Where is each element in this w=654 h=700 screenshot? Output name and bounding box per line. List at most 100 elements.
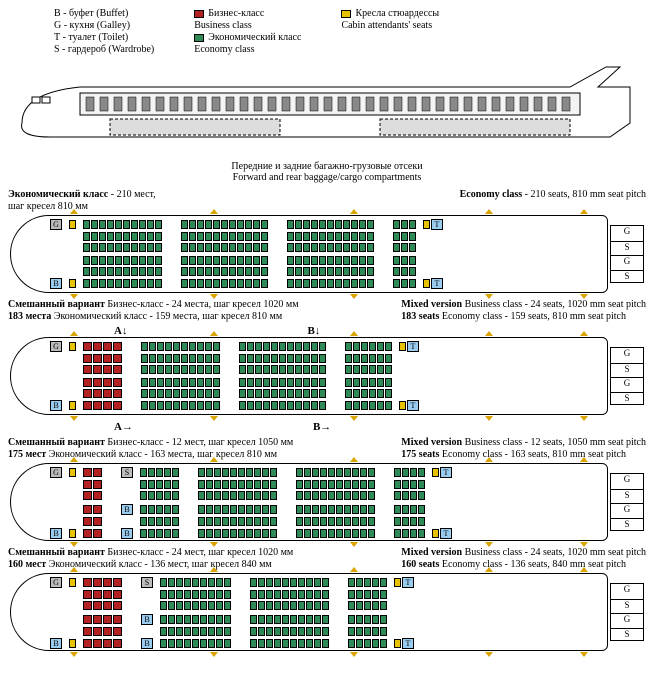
tail-galley2: G xyxy=(611,255,643,267)
seat-sg xyxy=(189,232,196,241)
seat-sg xyxy=(287,243,294,252)
seat-sg xyxy=(198,491,205,500)
seat-sg xyxy=(410,480,417,489)
exit-arrow-icon xyxy=(350,209,358,214)
seat-sr xyxy=(83,389,92,398)
seat-sg xyxy=(245,256,252,265)
facility-G: G xyxy=(50,219,62,230)
seat-sg xyxy=(155,256,162,265)
tail-wardrobe2: S xyxy=(611,392,643,404)
seat-sg xyxy=(237,243,244,252)
seat-sg xyxy=(181,378,188,387)
exit-arrow-icon xyxy=(580,416,588,421)
seat-sr xyxy=(83,529,92,538)
seat-sg xyxy=(221,243,228,252)
seat-sy xyxy=(69,279,76,288)
marker-A: A→ xyxy=(114,421,133,433)
seat-sg xyxy=(206,468,213,477)
seat-sg xyxy=(295,378,302,387)
seat-sr xyxy=(93,590,102,599)
seat-sg xyxy=(351,279,358,288)
seat-sg xyxy=(181,243,188,252)
seat-sg xyxy=(328,529,335,538)
seat-sg xyxy=(290,615,297,624)
seat-sg xyxy=(229,279,236,288)
seat-sg xyxy=(139,220,146,229)
seat-sg xyxy=(287,267,294,276)
seat-sg xyxy=(239,342,246,351)
seat-sg xyxy=(361,401,368,410)
seat-sg xyxy=(295,389,302,398)
seat-sg xyxy=(115,232,122,241)
seat-sg xyxy=(230,491,237,500)
seat-sg xyxy=(141,378,148,387)
seat-sg xyxy=(160,615,167,624)
seat-sg xyxy=(409,243,416,252)
seat-sg xyxy=(295,232,302,241)
seat-sg xyxy=(139,267,146,276)
facility-B: B xyxy=(141,638,153,649)
facility-B: B xyxy=(50,400,62,411)
seat-sr xyxy=(83,615,92,624)
section-markers-top: A↓B↓ xyxy=(114,325,650,337)
seat-sg xyxy=(295,256,302,265)
layout-header-mixed175: Смешанный вариант Бизнес-класс - 12 мест… xyxy=(8,437,646,461)
seat-sg xyxy=(107,243,114,252)
seat-sg xyxy=(245,267,252,276)
seat-row xyxy=(50,590,602,599)
seat-row xyxy=(50,243,602,252)
seat-sg xyxy=(306,639,313,648)
seat-sg xyxy=(328,480,335,489)
seat-sg xyxy=(148,491,155,500)
seat-sg xyxy=(356,639,363,648)
seat-sr xyxy=(83,468,92,477)
seat-sg xyxy=(189,378,196,387)
seat-sg xyxy=(148,480,155,489)
hdr-line: 175 мест Экономический класс - 163 места… xyxy=(8,449,293,461)
seat-sg xyxy=(173,342,180,351)
seat-sg xyxy=(296,529,303,538)
seat-sg xyxy=(295,354,302,363)
seat-sg xyxy=(181,389,188,398)
seat-sg xyxy=(184,639,191,648)
seat-sg xyxy=(327,232,334,241)
seat-sg xyxy=(237,232,244,241)
seat-sg xyxy=(246,517,253,526)
seat-sr xyxy=(83,491,92,500)
seat-sg xyxy=(298,590,305,599)
seat-sy xyxy=(69,468,76,477)
exit-arrow-icon xyxy=(70,294,78,299)
legend-economy-en: Economy class xyxy=(194,44,301,55)
seat-sg xyxy=(287,354,294,363)
seat-sy xyxy=(69,220,76,229)
seat-sg xyxy=(221,279,228,288)
seat-sg xyxy=(409,232,416,241)
seat-sg xyxy=(239,401,246,410)
seat-sg xyxy=(295,342,302,351)
seat-sg xyxy=(282,627,289,636)
seat-sg xyxy=(262,491,269,500)
facility-B: B xyxy=(121,528,133,539)
legend-facilities: В - буфет (Buffet) G - кухня (Galley) Т … xyxy=(54,8,154,55)
seat-sg xyxy=(253,279,260,288)
exit-arrow-icon xyxy=(70,542,78,547)
seat-sg xyxy=(99,279,106,288)
seat-sg xyxy=(274,601,281,610)
seat-sg xyxy=(238,468,245,477)
seat-sg xyxy=(99,220,106,229)
seat-sg xyxy=(356,627,363,636)
seat-sg xyxy=(172,480,179,489)
seat-sg xyxy=(123,279,130,288)
seat-sg xyxy=(184,590,191,599)
seat-sg xyxy=(368,468,375,477)
tail-wardrobe: S xyxy=(611,599,643,611)
seat-sg xyxy=(343,243,350,252)
seat-sg xyxy=(296,517,303,526)
seat-sg xyxy=(197,354,204,363)
seat-sg xyxy=(184,578,191,587)
seat-sg xyxy=(216,590,223,599)
seat-sg xyxy=(335,256,342,265)
seat-sr xyxy=(113,401,122,410)
seat-sg xyxy=(327,256,334,265)
seat-plan-mixed183: GSGSGTBT xyxy=(10,337,644,415)
